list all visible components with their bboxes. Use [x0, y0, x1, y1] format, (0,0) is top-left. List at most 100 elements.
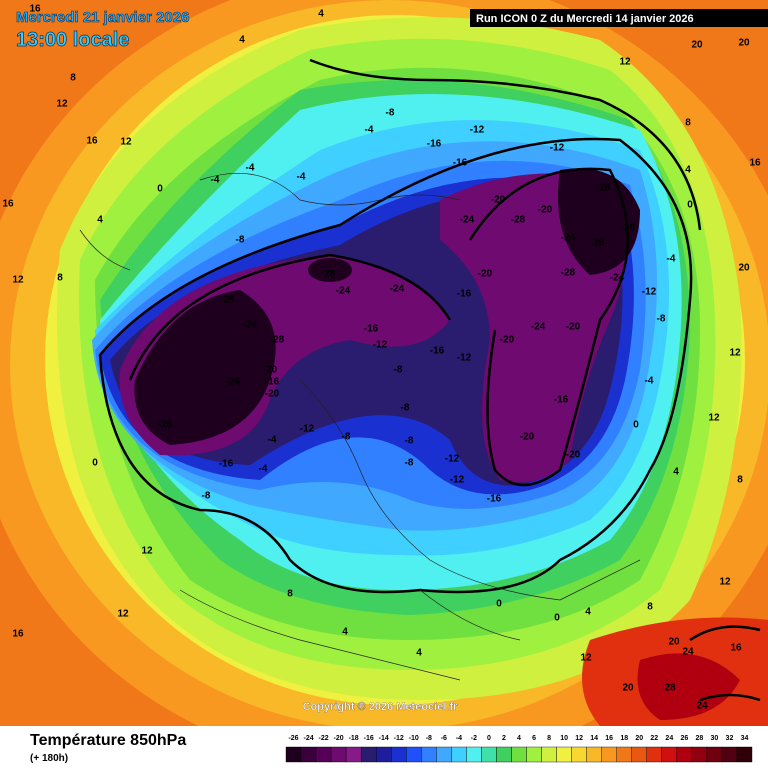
isotherm-label: -16 — [427, 139, 442, 150]
isotherm-label: -20 — [566, 322, 581, 333]
scale-label: 22 — [650, 735, 658, 742]
isotherm-label: 4 — [318, 9, 324, 20]
isotherm-label: -20 — [263, 365, 278, 376]
isotherm-label: -8 — [394, 365, 403, 376]
scale-swatch — [601, 746, 617, 763]
isotherm-label: -28 — [590, 238, 605, 249]
isotherm-label: -12 — [445, 454, 460, 465]
isotherm-label: 8 — [70, 73, 76, 84]
isotherm-label: -24 — [561, 233, 576, 244]
isotherm-label: -20 — [538, 205, 553, 216]
isotherm-label: -24 — [390, 284, 405, 295]
scale-label: -6 — [441, 735, 447, 742]
isotherm-label: -8 — [342, 432, 351, 443]
isotherm-label: -28 — [158, 420, 173, 431]
scale-swatch — [315, 746, 332, 763]
isotherm-label: -4 — [645, 376, 654, 387]
isotherm-label: 16 — [12, 629, 24, 640]
isotherm-label: 16 — [730, 643, 742, 654]
isotherm-label: 28 — [664, 683, 676, 694]
scale-label: -24 — [303, 735, 313, 742]
scale-label: 30 — [711, 735, 719, 742]
isotherm-label: -20 — [491, 195, 506, 206]
scale-label: 6 — [532, 735, 536, 742]
scale-swatch — [706, 746, 723, 763]
isotherm-label: 4 — [585, 607, 591, 618]
isotherm-label: 8 — [737, 475, 743, 486]
isotherm-label: 12 — [580, 653, 592, 664]
scale-label: -4 — [456, 735, 462, 742]
isotherm-label: -12 — [450, 475, 465, 486]
isotherm-label: -16 — [265, 377, 280, 388]
isotherm-label: 4 — [673, 467, 679, 478]
isotherm-label: -12 — [642, 287, 657, 298]
isotherm-label: -28 — [270, 335, 285, 346]
scale-swatch — [481, 746, 497, 763]
isotherm-label: -28 — [561, 268, 576, 279]
scale-label: -20 — [334, 735, 344, 742]
isotherm-label: 4 — [239, 35, 245, 46]
isotherm-label: -12 — [550, 143, 565, 154]
scale-swatch — [436, 746, 452, 763]
isotherm-label: -8 — [405, 436, 414, 447]
run-info: Run ICON 0 Z du Mercredi 14 janvier 2026 — [476, 13, 694, 25]
isotherm-label: 16 — [86, 136, 98, 147]
isotherm-label: 20 — [668, 637, 680, 648]
isotherm-label: -28 — [596, 183, 611, 194]
isotherm-label: -28 — [621, 223, 636, 234]
isotherm-label: 0 — [496, 599, 502, 610]
isotherm-label: -20 — [566, 450, 581, 461]
scale-label: -10 — [409, 735, 419, 742]
scale-label: 18 — [620, 735, 628, 742]
scale-label: 8 — [547, 735, 551, 742]
isotherm-label: 20 — [691, 40, 703, 51]
scale-swatch — [556, 746, 572, 763]
isotherm-label: -8 — [401, 403, 410, 414]
isotherm-label: 12 — [117, 609, 129, 620]
scale-label: -8 — [426, 735, 432, 742]
isotherm-label: 0 — [633, 420, 639, 431]
isotherm-label: 12 — [120, 137, 132, 148]
isotherm-label: 0 — [687, 200, 693, 211]
isotherm-label: -24 — [243, 320, 258, 331]
scale-swatch — [571, 746, 587, 763]
isotherm-label: 4 — [342, 627, 348, 638]
scale-swatch — [406, 746, 422, 763]
isotherm-label: 16 — [29, 4, 41, 15]
scale-swatch — [300, 746, 317, 763]
scale-swatch — [721, 746, 738, 763]
isotherm-label: 4 — [97, 215, 103, 226]
isotherm-label: -12 — [373, 340, 388, 351]
scale-swatch — [391, 746, 407, 763]
isotherm-label: 8 — [287, 589, 293, 600]
isotherm-label: 24 — [682, 647, 694, 658]
isotherm-label: 4 — [416, 648, 422, 659]
isotherm-label: -4 — [297, 172, 306, 183]
scale-swatch — [691, 746, 708, 763]
scale-label: -2 — [471, 735, 477, 742]
isotherm-label: -4 — [246, 163, 255, 174]
isotherm-label: -8 — [405, 458, 414, 469]
isotherm-label: -24 — [460, 215, 475, 226]
scale-label: 24 — [665, 735, 673, 742]
isotherm-label: -12 — [457, 353, 472, 364]
scale-label: 12 — [575, 735, 583, 742]
isotherm-label: 8 — [685, 118, 691, 129]
footer-title: Température 850hPa — [30, 732, 186, 749]
isotherm-label: -4 — [268, 435, 277, 446]
isotherm-label: 8 — [57, 273, 63, 284]
isotherm-label: 20 — [734, 13, 746, 24]
isotherm-label: 20 — [622, 683, 634, 694]
scale-swatch — [676, 746, 693, 763]
isotherm-label: -28 — [511, 215, 526, 226]
scale-swatch — [345, 746, 362, 763]
isotherm-label: -20 — [478, 269, 493, 280]
isotherm-label: -24 — [226, 377, 241, 388]
scale-label: -14 — [379, 735, 389, 742]
scale-label: 14 — [590, 735, 598, 742]
isotherm-label: -24 — [336, 286, 351, 297]
scale-label: 26 — [680, 735, 688, 742]
scale-label: 28 — [695, 735, 703, 742]
isotherm-label: -16 — [457, 289, 472, 300]
